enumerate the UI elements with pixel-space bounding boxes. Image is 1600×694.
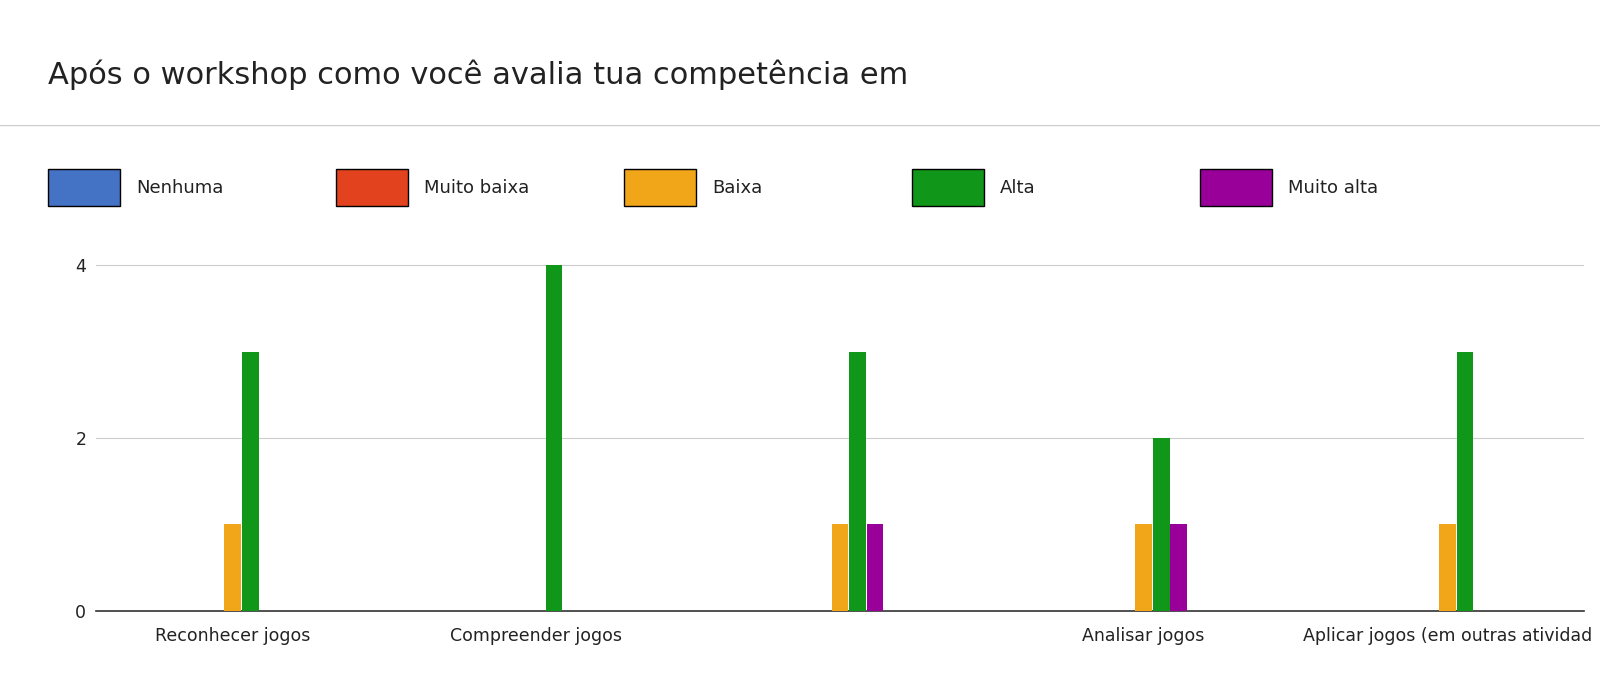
Bar [242, 352, 259, 611]
Text: Após o workshop como você avalia tua competência em: Após o workshop como você avalia tua com… [48, 60, 909, 90]
Bar [867, 525, 883, 611]
Bar [1438, 525, 1456, 611]
Text: Baixa: Baixa [712, 179, 762, 197]
Bar [224, 525, 242, 611]
Text: Nenhuma: Nenhuma [136, 179, 224, 197]
FancyBboxPatch shape [48, 169, 120, 205]
Bar [546, 265, 562, 611]
Bar [850, 352, 866, 611]
Bar [1136, 525, 1152, 611]
Text: Muito baixa: Muito baixa [424, 179, 530, 197]
Text: Alta: Alta [1000, 179, 1035, 197]
Text: Muito alta: Muito alta [1288, 179, 1378, 197]
Bar [1154, 438, 1170, 611]
Bar [832, 525, 848, 611]
FancyBboxPatch shape [624, 169, 696, 205]
FancyBboxPatch shape [912, 169, 984, 205]
FancyBboxPatch shape [1200, 169, 1272, 205]
FancyBboxPatch shape [336, 169, 408, 205]
Bar [1456, 352, 1474, 611]
Bar [1170, 525, 1187, 611]
